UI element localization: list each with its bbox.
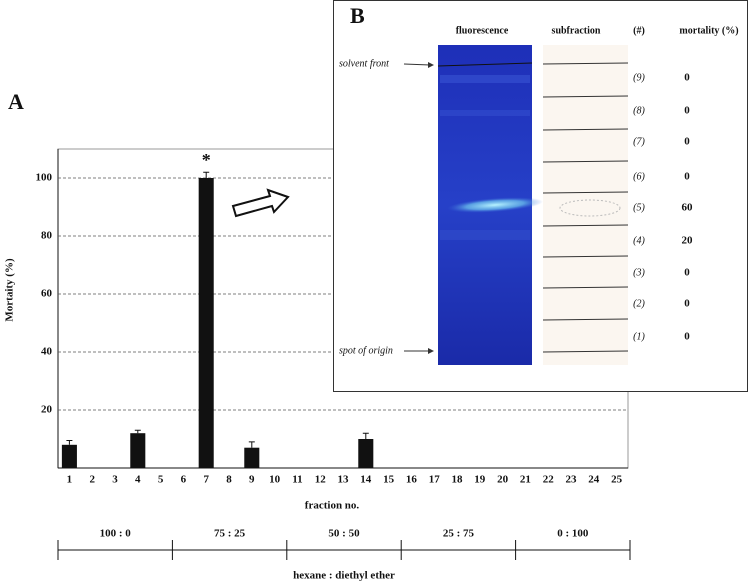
subfraction-rows: (9) 0 (8) 0 (7) 0 (6) 0 (5) 60 (4) 20 (3) 0 (2) 0 (1) 0 xyxy=(633,72,693,343)
bar xyxy=(198,178,214,468)
y-axis-label: Mortaity (%) xyxy=(4,258,16,322)
x-tick-label: 18 xyxy=(452,474,464,486)
x-tick-label: 21 xyxy=(520,474,531,486)
bar xyxy=(61,444,77,468)
error-bar xyxy=(362,432,369,439)
x-tick-label: 17 xyxy=(429,474,441,486)
x-tick-label: 23 xyxy=(566,474,578,486)
solvent-ratio: 0 : 100 xyxy=(557,528,589,540)
bar xyxy=(244,447,260,468)
x-tick-label: 20 xyxy=(497,474,509,486)
x-tick-label: 11 xyxy=(292,474,302,486)
bar xyxy=(130,433,146,468)
inset-label: B xyxy=(350,3,365,28)
y-tick-label: 100 xyxy=(36,172,53,184)
x-tick-label: 1 xyxy=(67,474,73,486)
fluorescent-band xyxy=(447,197,543,213)
row-label: (6) xyxy=(633,171,645,182)
x-tick-label: 25 xyxy=(611,474,623,486)
x-tick-label: 3 xyxy=(112,474,118,486)
solvent-ratio: 50 : 50 xyxy=(328,528,360,540)
arrow xyxy=(231,188,290,218)
x-tick-label: 19 xyxy=(474,474,486,486)
row-label: (9) xyxy=(633,72,645,83)
annotation: * xyxy=(202,150,211,170)
column-header: (#) xyxy=(633,25,645,36)
band xyxy=(440,75,530,83)
error-bar xyxy=(134,429,141,434)
x-tick-label: 10 xyxy=(269,474,281,486)
row-mortality: 60 xyxy=(682,202,694,214)
band xyxy=(440,230,530,240)
x-tick-label: 9 xyxy=(249,474,255,486)
column-header: fluorescence xyxy=(456,25,509,36)
x-tick-label: 6 xyxy=(181,474,187,486)
row-label: (3) xyxy=(633,267,645,278)
x-tick-label: 14 xyxy=(360,474,372,486)
x-tick-label: 7 xyxy=(203,474,209,486)
panel-label: A xyxy=(8,89,24,114)
solvent-ratio: 75 : 25 xyxy=(214,528,246,540)
column-header: subfraction xyxy=(552,25,601,36)
x-tick-label: 8 xyxy=(226,474,232,486)
x-tick-label: 5 xyxy=(158,474,164,486)
row-mortality: 20 xyxy=(682,235,694,247)
column-header: mortality (%) xyxy=(679,25,738,36)
row-label: (7) xyxy=(633,136,645,147)
bar xyxy=(358,439,374,468)
pointer-head xyxy=(428,62,434,68)
band xyxy=(440,110,530,116)
x-tick-label: 13 xyxy=(338,474,350,486)
solvent-label: hexane : diethyl ether xyxy=(293,570,395,582)
x-tick-label: 15 xyxy=(383,474,395,486)
error-bar xyxy=(203,171,210,178)
solvent-ratio: 100 : 0 xyxy=(100,528,132,540)
pointer-head xyxy=(428,348,434,354)
row-mortality: 0 xyxy=(684,331,690,343)
error-bar xyxy=(66,439,73,445)
row-label: (8) xyxy=(633,105,645,116)
inset-panel: B fluorescence subfraction (#) mortality… xyxy=(333,0,748,392)
row-mortality: 0 xyxy=(684,298,690,310)
x-axis-label: fraction no. xyxy=(305,500,360,512)
x-tick-label: 16 xyxy=(406,474,418,486)
row-mortality: 0 xyxy=(684,136,690,148)
solvent-ratio: 25 : 75 xyxy=(443,528,475,540)
y-tick-label: 80 xyxy=(41,230,53,242)
row-mortality: 0 xyxy=(684,105,690,117)
x-tick-label: 12 xyxy=(315,474,327,486)
x-tick-label: 2 xyxy=(89,474,95,486)
y-tick-label: 40 xyxy=(41,346,53,358)
origin-label: spot of origin xyxy=(339,345,393,356)
row-label: (1) xyxy=(633,331,645,342)
subfraction-lines xyxy=(542,62,629,353)
x-tick-label: 24 xyxy=(588,474,600,486)
row-mortality: 0 xyxy=(684,72,690,84)
error-bar xyxy=(248,441,255,448)
subfraction-plate xyxy=(543,45,628,365)
pointer xyxy=(403,63,431,66)
row-mortality: 0 xyxy=(684,267,690,279)
y-tick-label: 20 xyxy=(41,404,53,416)
row-mortality: 0 xyxy=(684,171,690,183)
y-tick-label: 60 xyxy=(41,288,53,300)
x-tick-label: 22 xyxy=(543,474,555,486)
row-label: (5) xyxy=(633,202,645,213)
front-line xyxy=(437,62,533,67)
x-tick-label: 4 xyxy=(135,474,141,486)
inset-frame xyxy=(333,0,748,392)
row-label: (2) xyxy=(633,298,645,309)
scraped-band xyxy=(559,199,621,217)
row-label: (4) xyxy=(633,235,645,246)
solvent-front-label: solvent front xyxy=(339,58,389,69)
